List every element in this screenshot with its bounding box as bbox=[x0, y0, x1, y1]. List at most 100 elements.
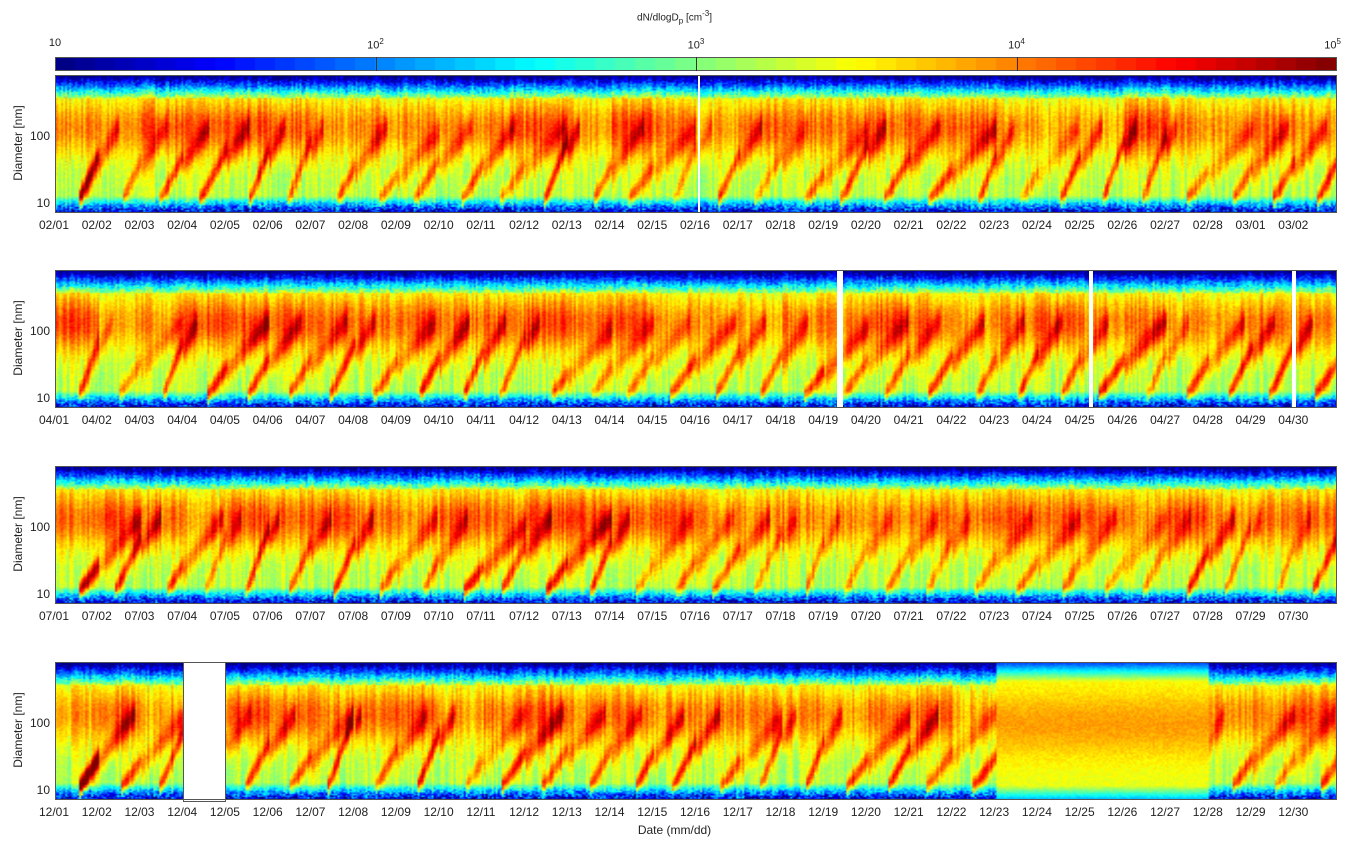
x-tick-label: 07/16 bbox=[680, 609, 711, 623]
colorbar-tick-mark bbox=[696, 57, 697, 71]
x-tick-label: 02/05 bbox=[209, 218, 240, 232]
data-gap bbox=[1089, 270, 1094, 408]
x-tick-label: 02/07 bbox=[295, 218, 326, 232]
x-tick-label: 04/07 bbox=[295, 413, 326, 427]
x-tick-label: 07/02 bbox=[81, 609, 112, 623]
y-axis-label: Diameter [nm] bbox=[11, 300, 25, 376]
y-tick-label: 100 bbox=[29, 128, 50, 143]
heatmap-panel bbox=[55, 270, 1337, 408]
x-tick-label: 04/25 bbox=[1064, 413, 1095, 427]
x-tick-label: 07/28 bbox=[1192, 609, 1223, 623]
x-tick-label: 02/16 bbox=[680, 218, 711, 232]
x-tick-label: 02/19 bbox=[808, 218, 839, 232]
x-tick-label: 04/06 bbox=[252, 413, 283, 427]
x-tick-label: 02/03 bbox=[124, 218, 155, 232]
x-tick-label: 02/28 bbox=[1192, 218, 1223, 232]
x-tick-label: 07/06 bbox=[252, 609, 283, 623]
x-tick-label: 02/08 bbox=[338, 218, 369, 232]
x-tick-label: 04/04 bbox=[167, 413, 198, 427]
x-tick-label: 04/02 bbox=[81, 413, 112, 427]
x-tick-label: 04/28 bbox=[1192, 413, 1223, 427]
x-tick-label: 12/02 bbox=[81, 805, 112, 819]
x-tick-label: 12/28 bbox=[1192, 805, 1223, 819]
x-tick-label: 12/30 bbox=[1278, 805, 1309, 819]
x-tick-label: 02/25 bbox=[1064, 218, 1095, 232]
colorbar-tick-mark bbox=[1016, 57, 1018, 71]
heatmap-panel bbox=[55, 662, 1337, 800]
x-tick-label: 02/06 bbox=[252, 218, 283, 232]
x-tick-label: 07/25 bbox=[1064, 609, 1095, 623]
x-tick-label: 07/01 bbox=[39, 609, 70, 623]
x-tick-label: 04/23 bbox=[979, 413, 1010, 427]
x-tick-label: 07/29 bbox=[1235, 609, 1266, 623]
x-tick-label: 07/26 bbox=[1107, 609, 1138, 623]
x-tick-label: 02/21 bbox=[893, 218, 924, 232]
x-tick-label: 12/14 bbox=[594, 805, 625, 819]
x-tick-label: 07/15 bbox=[637, 609, 668, 623]
x-tick-label: 12/26 bbox=[1107, 805, 1138, 819]
x-tick-label: 12/25 bbox=[1064, 805, 1095, 819]
x-tick-label: 02/17 bbox=[722, 218, 753, 232]
x-tick-label: 04/15 bbox=[637, 413, 668, 427]
colorbar-tick-label: 102 bbox=[367, 37, 384, 52]
x-tick-label: 12/11 bbox=[466, 805, 496, 819]
x-tick-label: 12/22 bbox=[936, 805, 967, 819]
x-axis-label: Date (mm/dd) bbox=[637, 823, 712, 837]
x-tick-label: 04/18 bbox=[765, 413, 796, 427]
x-tick-label: 03/02 bbox=[1278, 218, 1309, 232]
x-tick-label: 12/24 bbox=[1021, 805, 1052, 819]
x-tick-label: 04/21 bbox=[893, 413, 924, 427]
x-tick-label: 04/05 bbox=[209, 413, 240, 427]
x-tick-label: 12/04 bbox=[167, 805, 198, 819]
x-tick-label: 12/17 bbox=[722, 805, 753, 819]
x-tick-label: 04/13 bbox=[551, 413, 582, 427]
x-tick-label: 12/01 bbox=[39, 805, 70, 819]
x-tick-label: 02/24 bbox=[1021, 218, 1052, 232]
y-tick-label: 100 bbox=[29, 715, 50, 730]
x-tick-label: 04/12 bbox=[509, 413, 540, 427]
x-tick-label: 02/23 bbox=[979, 218, 1010, 232]
x-tick-label: 12/06 bbox=[252, 805, 283, 819]
x-tick-label: 04/08 bbox=[338, 413, 369, 427]
x-tick-label: 02/04 bbox=[167, 218, 198, 232]
x-tick-label: 07/11 bbox=[466, 609, 496, 623]
x-tick-label: 12/07 bbox=[295, 805, 326, 819]
y-tick-label: 10 bbox=[36, 782, 50, 797]
data-gap bbox=[837, 270, 844, 408]
x-tick-label: 12/05 bbox=[209, 805, 240, 819]
x-tick-label: 04/11 bbox=[466, 413, 496, 427]
x-tick-label: 04/20 bbox=[850, 413, 881, 427]
x-tick-label: 07/20 bbox=[850, 609, 881, 623]
x-tick-label: 12/09 bbox=[380, 805, 411, 819]
x-tick-label: 07/24 bbox=[1021, 609, 1052, 623]
x-tick-label: 07/27 bbox=[1150, 609, 1181, 623]
x-tick-label: 04/24 bbox=[1021, 413, 1052, 427]
colorbar-title: dN/dlogDp [cm-3] bbox=[637, 9, 712, 26]
x-tick-label: 04/30 bbox=[1278, 413, 1309, 427]
x-tick-label: 07/19 bbox=[808, 609, 839, 623]
x-tick-label: 12/03 bbox=[124, 805, 155, 819]
x-tick-label: 12/10 bbox=[423, 805, 454, 819]
x-tick-label: 12/27 bbox=[1150, 805, 1181, 819]
x-tick-label: 07/14 bbox=[594, 609, 625, 623]
x-tick-label: 07/17 bbox=[722, 609, 753, 623]
x-tick-label: 04/16 bbox=[680, 413, 711, 427]
x-tick-label: 12/23 bbox=[979, 805, 1010, 819]
x-tick-label: 07/30 bbox=[1278, 609, 1309, 623]
x-tick-label: 04/19 bbox=[808, 413, 839, 427]
x-tick-label: 12/29 bbox=[1235, 805, 1266, 819]
x-tick-label: 02/01 bbox=[39, 218, 70, 232]
x-tick-label: 04/26 bbox=[1107, 413, 1138, 427]
y-tick-label: 100 bbox=[29, 323, 50, 338]
x-tick-label: 12/20 bbox=[850, 805, 881, 819]
x-tick-label: 02/18 bbox=[765, 218, 796, 232]
x-tick-label: 07/12 bbox=[509, 609, 540, 623]
x-tick-label: 07/21 bbox=[893, 609, 924, 623]
x-tick-label: 07/04 bbox=[167, 609, 198, 623]
colorbar-tick-label: 103 bbox=[687, 37, 705, 52]
x-tick-label: 03/01 bbox=[1235, 218, 1266, 232]
x-tick-label: 02/11 bbox=[466, 218, 496, 232]
x-tick-label: 07/03 bbox=[124, 609, 155, 623]
heatmap-panel bbox=[55, 75, 1337, 213]
